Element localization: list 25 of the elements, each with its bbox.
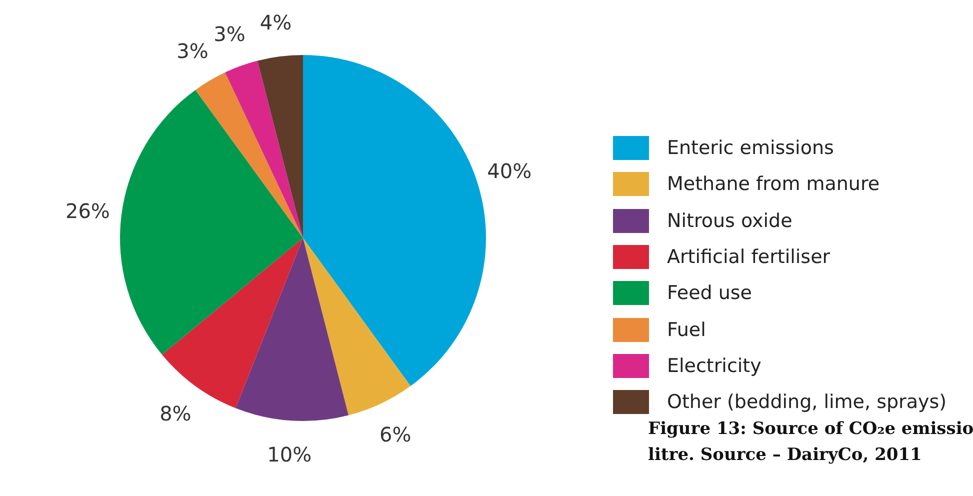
legend-label: Feed use [667,282,752,304]
legend-label: Methane from manure [667,173,880,196]
pie-slice [303,55,486,386]
legend-label: Artificial fertiliser [667,246,830,268]
data-label: 6% [380,422,412,446]
data-label: 4% [260,10,292,35]
data-label: 8% [160,402,192,426]
pie-slice [257,55,303,238]
pie-slice [225,60,303,238]
pie-slice [236,238,349,421]
data-label: 40% [487,158,532,183]
legend-label: Enteric emissions [667,137,834,160]
pie-slice [303,238,411,416]
pie-slice [120,90,303,355]
text: litre. Source – DairyCo, 2011 [648,444,923,467]
legend-label: Other (bedding, lime, sprays) [667,391,947,414]
data-label: 3% [214,22,246,46]
legend-label: Nitrous oxide [667,210,792,232]
legend-label: Fuel [667,318,706,341]
data-label: 3% [176,39,208,64]
legend-label: Electricity [667,354,762,377]
pie-slice [195,72,303,238]
data-label: 10% [267,442,312,467]
data-label: 26% [65,198,110,223]
caption: Figure 13: Source of CO₂e emissio [648,418,973,441]
